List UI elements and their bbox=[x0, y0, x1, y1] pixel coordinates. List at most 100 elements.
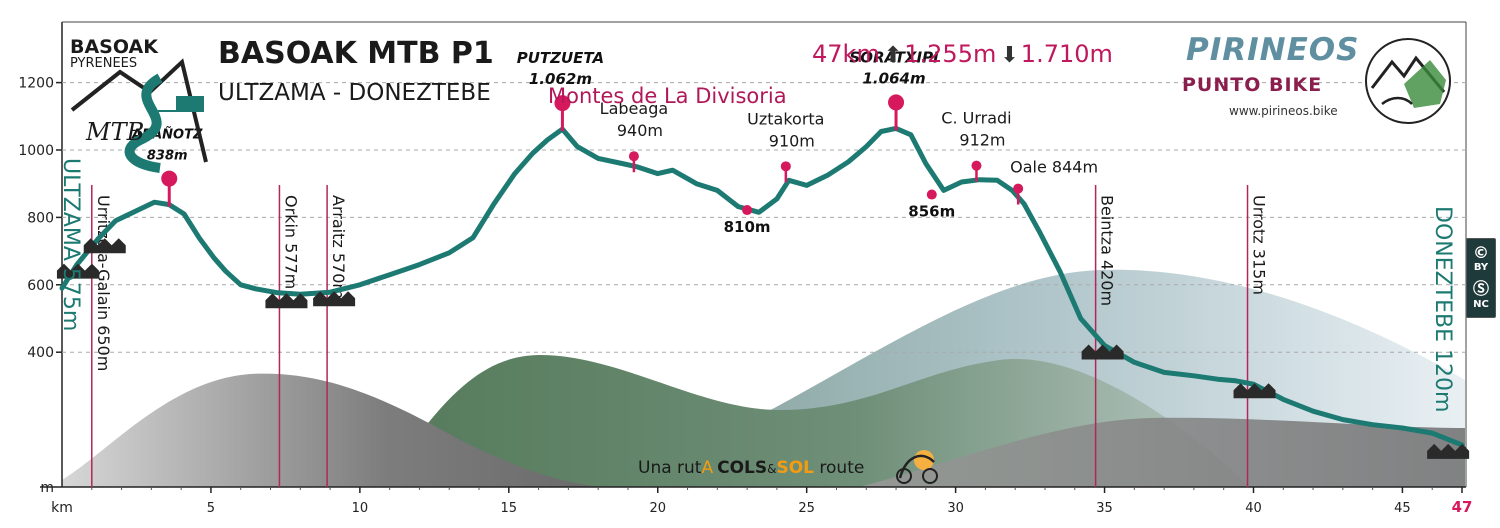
x-tick-label: 10 bbox=[352, 501, 369, 516]
rider-icon bbox=[1381, 96, 1413, 106]
summit-pin bbox=[554, 95, 571, 112]
town-markers: Urritzola-Galain 650m Orkin 577m Arraitz 5… bbox=[91, 185, 1269, 487]
y-tick-label: 400 bbox=[27, 345, 54, 361]
town-label: Urritzola-Galain 650m bbox=[94, 195, 113, 371]
brand-tagline: PUNTO BIKE bbox=[1182, 74, 1323, 96]
x-tick-label: 25 bbox=[798, 501, 815, 516]
summit-altitude: 838m bbox=[147, 149, 188, 164]
waypoint-pin bbox=[780, 161, 791, 172]
waypoint-name: Uztakorta bbox=[747, 109, 824, 128]
waypoint-label: Oale 844m bbox=[1010, 158, 1098, 177]
town-altitude: 315m bbox=[1250, 249, 1269, 295]
summit-pin bbox=[161, 170, 178, 187]
town-label: Urrotz 315m bbox=[1250, 195, 1269, 295]
ascent-arrow-icon: ⬆ bbox=[883, 43, 903, 68]
low-point-marker bbox=[742, 205, 753, 216]
x-tick-label: 47 bbox=[1452, 498, 1473, 516]
brand-url[interactable]: www.pirineos.bike bbox=[1229, 104, 1338, 118]
x-tick-label: 35 bbox=[1096, 501, 1113, 516]
house-icon bbox=[1427, 443, 1470, 459]
x-tick-label: 20 bbox=[649, 501, 666, 516]
logo-basoak: BASOAK bbox=[70, 36, 158, 58]
logo-mtb: MTB bbox=[86, 118, 145, 146]
house-icon bbox=[265, 293, 308, 309]
summit-pin bbox=[888, 94, 905, 111]
town-label: Beintza 420m bbox=[1098, 195, 1117, 306]
route-note: Una rutA COLS&SOL route bbox=[638, 458, 864, 478]
y-tick-label: 1200 bbox=[18, 76, 54, 92]
basoak-logo-mark bbox=[70, 58, 208, 173]
town-name: Orkin bbox=[281, 195, 300, 243]
waypoint-altitude: 912m bbox=[959, 131, 1005, 150]
route-subtitle: ULTZAMA - DONEZTEBE bbox=[218, 80, 491, 106]
waypoint-name: C. Urradi bbox=[941, 109, 1011, 128]
town-altitude: 577m bbox=[281, 243, 300, 289]
hill-left bbox=[62, 373, 600, 487]
forest-shape-icon bbox=[104, 96, 204, 112]
x-tick-label: 45 bbox=[1394, 501, 1411, 516]
elevation-line bbox=[59, 125, 1465, 448]
y-tick-label: 1000 bbox=[18, 143, 54, 159]
house-icon bbox=[1233, 383, 1276, 399]
town-name: Beintza bbox=[1098, 195, 1117, 260]
town-altitude: 650m bbox=[94, 325, 113, 371]
x-tick-label: 30 bbox=[947, 501, 964, 516]
pirineos-logo-mark bbox=[1365, 38, 1451, 124]
x-tick-label: 40 bbox=[1245, 501, 1262, 516]
hill-low-right bbox=[860, 417, 1465, 487]
license-nc: NC bbox=[1473, 299, 1489, 310]
low-point-altitude: 810m bbox=[724, 218, 771, 236]
village-icons bbox=[56, 238, 1470, 459]
summit-name: SORATXIPI bbox=[849, 48, 939, 66]
license-badge: © BY Ⓢ NC bbox=[1466, 238, 1496, 318]
person-icon: Ⓢ bbox=[1472, 279, 1489, 298]
axis-ticks: 400 600 800 1000 1200 m km 5 10 15 20 25 30 35 40 45 47 bbox=[18, 76, 1472, 516]
town-name: Urritzola-Galain bbox=[94, 195, 113, 325]
waypoint-altitude: 910m bbox=[769, 131, 815, 150]
route-stats: 47km ⬆1.255m ⬇1.710m bbox=[812, 40, 1113, 68]
waypoint-name: Labeaga bbox=[600, 99, 668, 118]
x-tick-label: 5 bbox=[207, 501, 215, 516]
cyclist-logo-mark bbox=[896, 450, 938, 484]
summit-annotations: ARAÑOTZ838mPUTZUETA1.062mSORATXIPI1.064m… bbox=[131, 48, 1098, 236]
town-label: Arraitz 570m bbox=[329, 195, 348, 299]
town-name: Arraitz bbox=[329, 195, 348, 253]
background-hills bbox=[62, 269, 1465, 487]
route-region: Montes de La Divisoria bbox=[548, 84, 787, 108]
forest-icon bbox=[1404, 60, 1446, 108]
descent-value: 1.710m bbox=[1020, 40, 1113, 68]
y-tick-label: 800 bbox=[27, 210, 54, 226]
house-icon bbox=[1081, 344, 1124, 360]
town-altitude: 420m bbox=[1098, 260, 1117, 306]
page-title: BASOAK MTB P1 bbox=[218, 36, 494, 71]
waypoint-altitude: 940m bbox=[617, 121, 663, 140]
cyclist-icon bbox=[898, 454, 935, 479]
brand-name: PIRINEOS bbox=[1186, 32, 1360, 68]
x-axis-title: km bbox=[51, 500, 73, 516]
house-icon bbox=[56, 263, 99, 279]
logo-pyrenees: PYRENEES bbox=[70, 56, 138, 71]
house-icon bbox=[313, 291, 356, 307]
house-icon bbox=[83, 238, 126, 254]
summit-name: PUTZUETA bbox=[517, 49, 604, 67]
x-tick-label: 15 bbox=[501, 501, 518, 516]
cc-icon: © bbox=[1473, 243, 1489, 262]
grid-lines bbox=[62, 82, 1466, 353]
summit-altitude: 1.064m bbox=[863, 69, 926, 87]
town-name: Urrotz bbox=[1250, 195, 1269, 249]
y-tick-label: 600 bbox=[27, 278, 54, 294]
y-axis-title: m bbox=[40, 480, 54, 496]
town-label: Orkin 577m bbox=[281, 195, 300, 289]
descent-arrow-icon: ⬇ bbox=[1000, 43, 1019, 68]
distance-value: 47km bbox=[812, 40, 880, 68]
waypoint-pin bbox=[628, 151, 639, 162]
low-point-marker bbox=[926, 189, 937, 200]
trail-s-icon bbox=[124, 73, 163, 173]
ascent-value: 1.255m bbox=[904, 40, 997, 68]
end-label: DONEZTEBE 120m bbox=[1430, 206, 1455, 412]
waypoint-pin bbox=[971, 160, 982, 171]
low-point-altitude: 856m bbox=[908, 203, 955, 221]
waypoint-pin bbox=[1013, 183, 1024, 194]
summit-altitude: 1.062m bbox=[529, 70, 592, 88]
